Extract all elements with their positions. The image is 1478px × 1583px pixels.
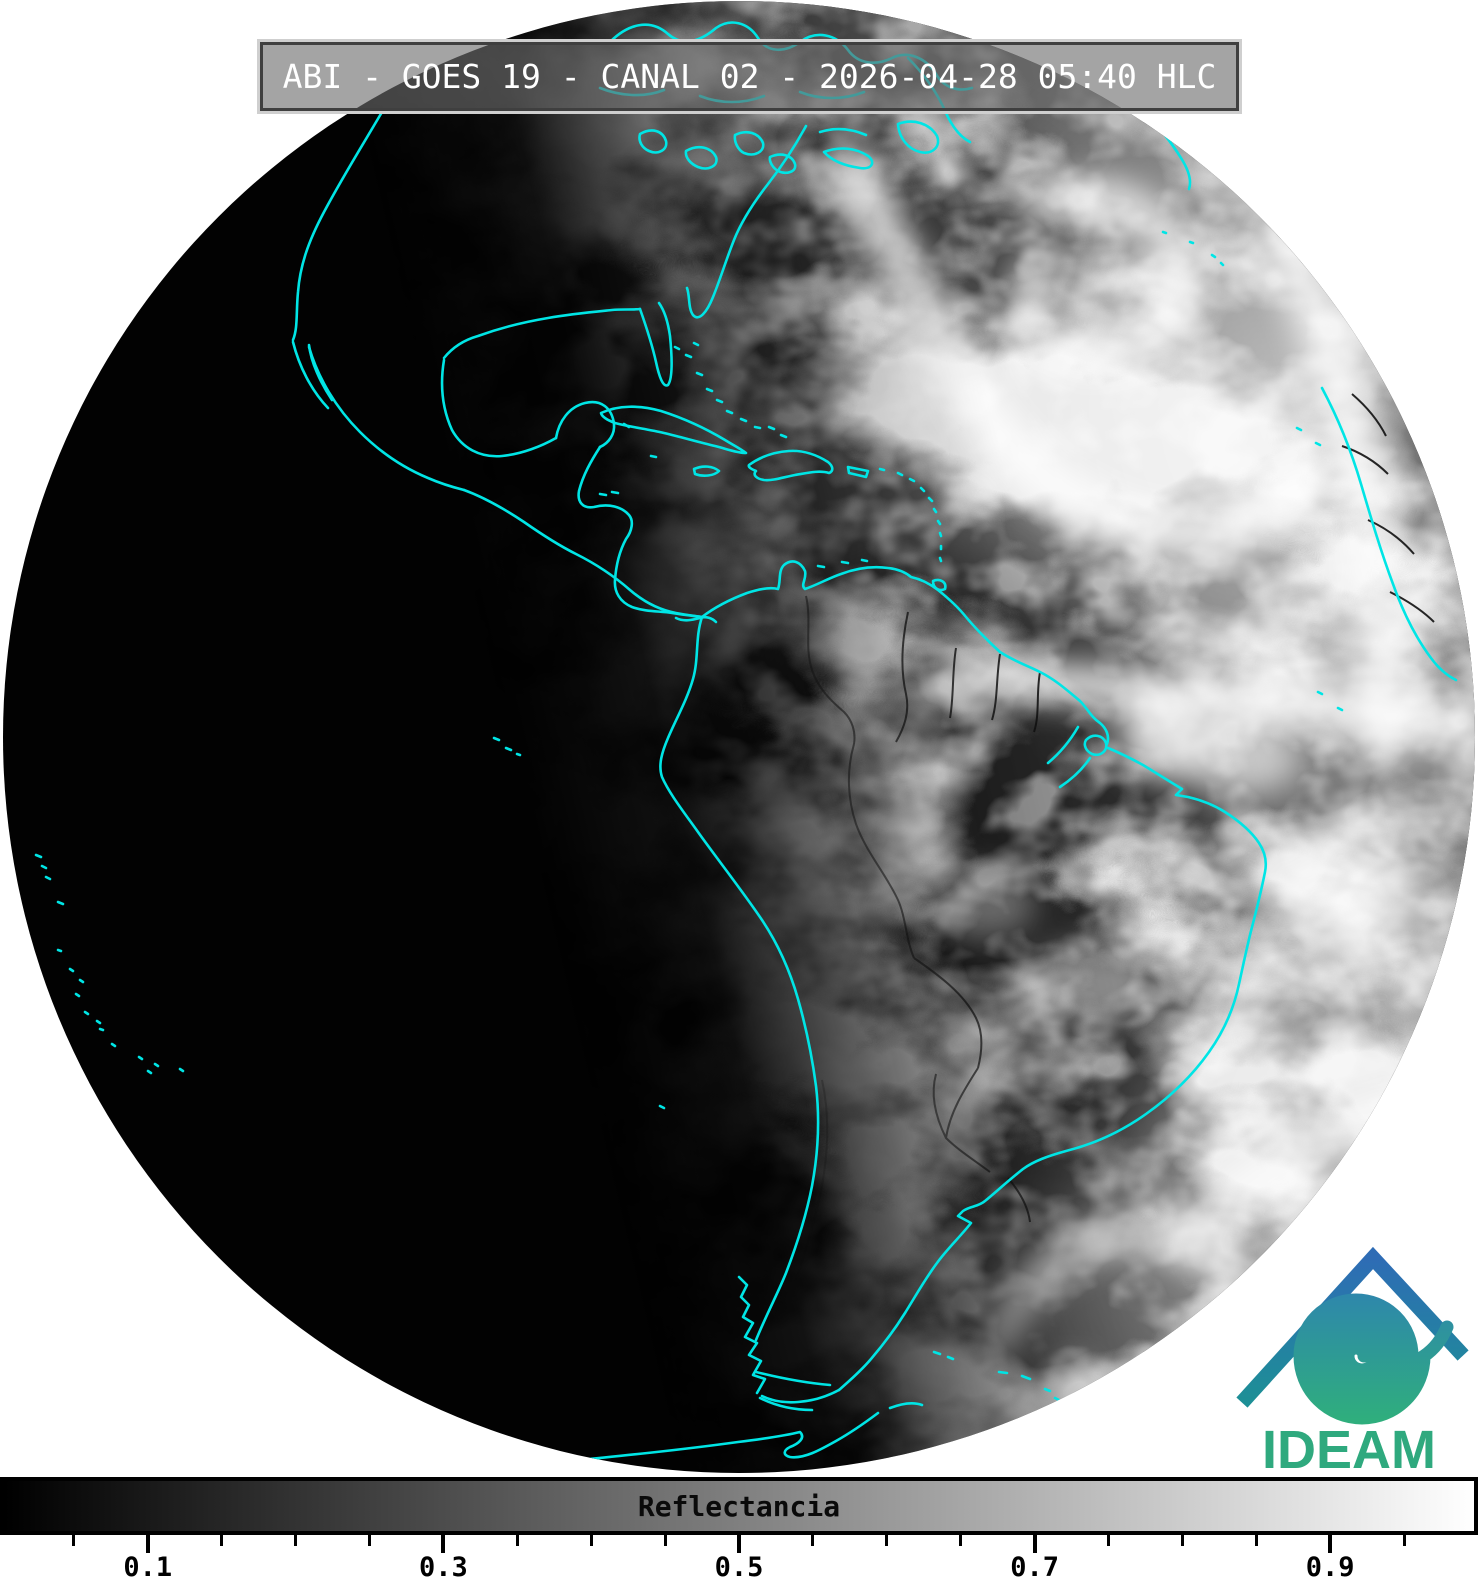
colorbar-tick-label: 0.3 [419,1552,468,1583]
colorbar-minor-tick [294,1535,298,1546]
coast-hispaniola [747,449,834,482]
coast-yucatan [554,400,616,449]
atlantic-islands [1161,230,1344,712]
colorbar-minor-tick [1107,1535,1110,1546]
colorbar-minor-tick [1402,1535,1406,1546]
lesser-antilles [878,467,943,563]
colorbar-minor-tick [885,1535,889,1546]
colorbar-tick-label: 0.7 [1010,1552,1059,1583]
colorbar-minor-tick [72,1535,76,1546]
colorbar-axis: 0.1 0.3 0.5 0.7 0.9 [0,1535,1478,1583]
colorbar-major-tick [1032,1535,1037,1553]
great-lakes [638,129,797,175]
colorbar-minor-tick [589,1535,593,1546]
colorbar-major-tick [145,1535,150,1553]
earth-day-hemisphere [3,1,1475,1473]
amazon-delta [1046,725,1108,789]
title-banner: ABI - GOES 19 - CANAL 02 - 2026-04-28 05… [257,39,1242,114]
bahamas [673,341,788,439]
logo-hurricane-spiral-icon [1293,1293,1454,1425]
colorbar-minor-tick [811,1535,815,1546]
colorbar-minor-tick [368,1535,371,1546]
coast-gulf-of-mexico [442,307,642,360]
coast-florida [638,301,673,387]
earth-full-disk-image [3,1,1475,1473]
coast-south-america-north [700,560,1110,746]
coast-us-east [685,124,808,319]
coast-south-america-west [659,615,820,1342]
galapagos [492,736,522,757]
colorbar-minor-tick [663,1535,667,1546]
coast-brazil-east [837,746,1268,1392]
colorbar-minor-tick [220,1535,224,1546]
coast-puerto-rico [846,465,870,479]
logo-wordmark: IDEAM [1262,1420,1436,1480]
colorbar-major-tick [441,1535,446,1553]
colorbar-minor-tick [959,1535,963,1546]
coast-patagonia-fjords [737,1275,832,1412]
reflectance-colorbar: Reflectancia [0,1477,1478,1535]
coast-africa-west [1320,386,1458,682]
product-title: ABI - GOES 19 - CANAL 02 - 2026-04-28 05… [282,57,1217,96]
coastlines [34,21,1458,1464]
ideam-logo: IDEAM [1236,1246,1469,1480]
colorbar-minor-tick [1180,1535,1184,1546]
cloud-systems [827,152,1475,1455]
coast-central-america [577,445,704,619]
pacific-islands [34,853,666,1110]
colorbar-tick-label: 0.1 [123,1552,173,1583]
coast-jamaica [692,465,721,477]
coast-north-america-west [291,110,384,342]
colorbar-minor-tick [515,1535,519,1546]
coast-antarctica [558,1402,924,1464]
colorbar-tick-label: 0.5 [714,1552,764,1583]
logo-mountain-roof-icon [1236,1246,1469,1408]
title-banner-inner: ABI - GOES 19 - CANAL 02 - 2026-04-28 05… [260,42,1239,111]
colorbar-major-tick [737,1535,741,1553]
colorbar-label: Reflectancia [637,1489,841,1523]
south-atlantic-islands [932,1350,1061,1402]
colorbar-tick-label: 0.9 [1305,1552,1355,1583]
country-borders [795,393,1435,1281]
colorbar-major-tick [1328,1535,1333,1553]
coast-cuba [599,405,748,455]
colorbar-minor-tick [1254,1535,1258,1546]
